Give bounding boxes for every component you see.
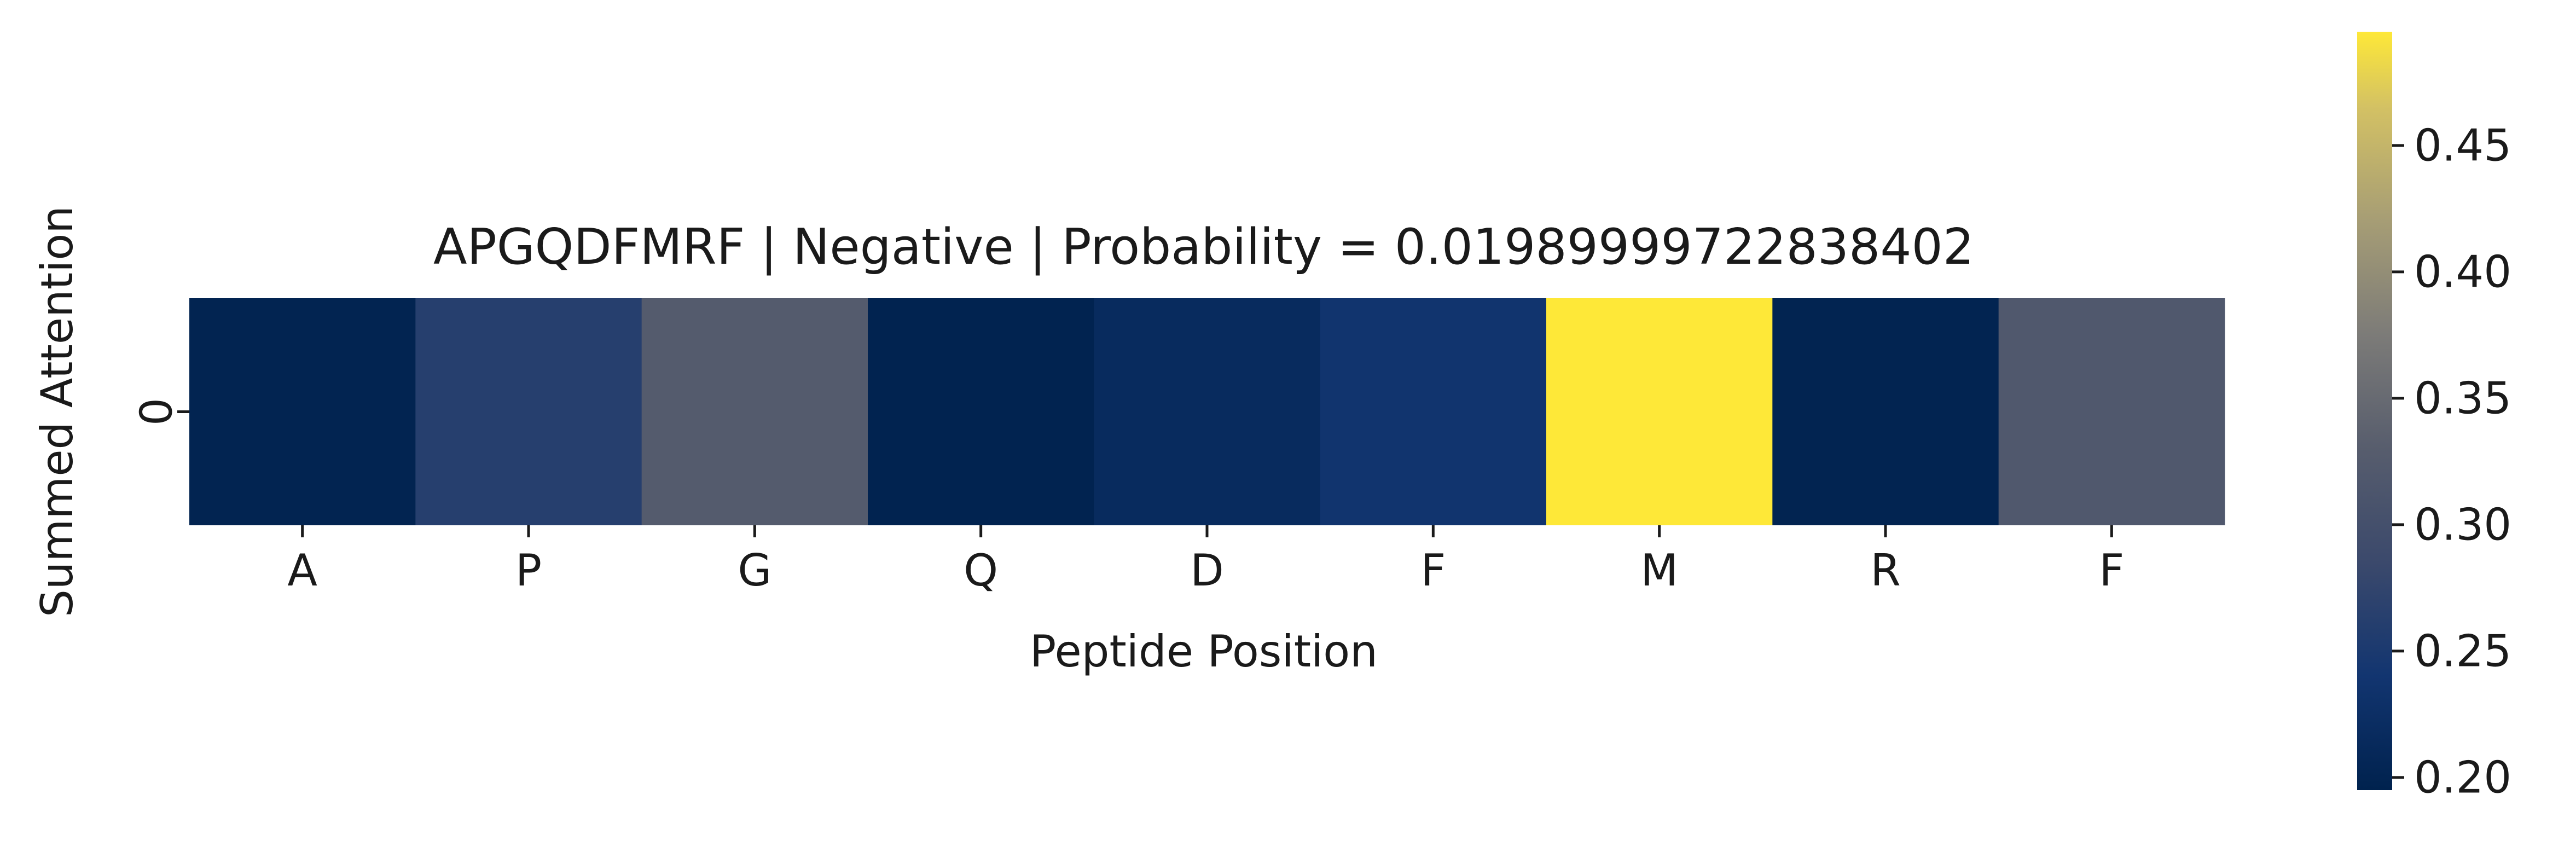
x-tick-label: F (2099, 545, 2124, 596)
colorbar-tick-label: 0.45 (2414, 120, 2511, 171)
colorbar-ticks: 0.20 0.25 0.30 0.35 0.40 0.45 (2392, 120, 2511, 803)
heatmap-cell (641, 298, 868, 525)
x-tick-label: F (1420, 545, 1446, 596)
x-tick-label: G (738, 545, 771, 596)
colorbar-tick-label: 0.30 (2414, 499, 2511, 550)
colorbar-tick-label: 0.35 (2414, 373, 2511, 424)
x-tick-label: D (1190, 545, 1224, 596)
y-axis-label: Summed Attention (32, 206, 83, 617)
x-tick-label: R (1870, 545, 1901, 596)
heatmap-cell (1094, 298, 1321, 525)
heatmap-cell (1546, 298, 1773, 525)
chart-title: APGQDFMRF | Negative | Probability = 0.0… (433, 218, 1974, 276)
heatmap-cell (1772, 298, 1999, 525)
colorbar-tick-label: 0.25 (2414, 625, 2511, 676)
colorbar-tick-label: 0.20 (2414, 752, 2511, 803)
y-axis-ticks: 0 (131, 398, 189, 426)
heatmap-cell (868, 298, 1094, 525)
heatmap-cell (1320, 298, 1547, 525)
x-tick-label: A (287, 545, 317, 596)
heatmap-cell (1998, 298, 2225, 525)
x-tick-label: M (1640, 545, 1678, 596)
heatmap-cell (189, 298, 416, 525)
colorbar-gradient (2357, 32, 2392, 790)
heatmap-cell (415, 298, 642, 525)
y-tick-label: 0 (131, 398, 182, 426)
x-axis-label: Peptide Position (1030, 626, 1378, 677)
x-tick-label: Q (964, 545, 998, 596)
x-tick-label: P (515, 545, 542, 596)
colorbar: 0.20 0.25 0.30 0.35 0.40 0.45 (2357, 32, 2511, 803)
heatmap-cells (189, 298, 2225, 525)
colorbar-tick-label: 0.40 (2414, 246, 2511, 297)
